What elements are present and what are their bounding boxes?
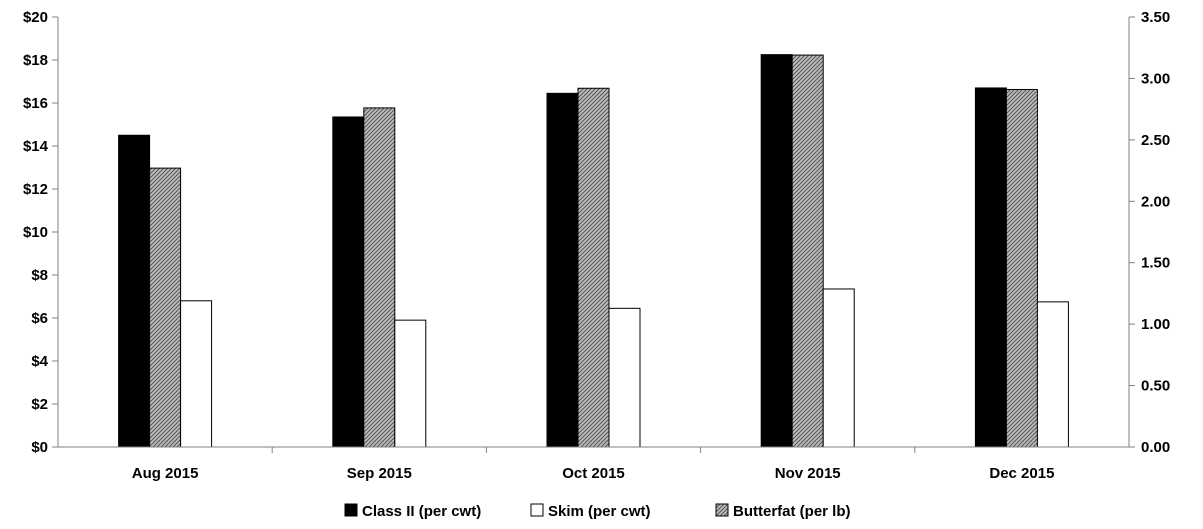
bar-skim-per-cwt-dec-2015 bbox=[1036, 301, 1069, 448]
legend: Class II (per cwt) Skim (per cwt) Butterfa… bbox=[344, 503, 851, 520]
x-tick-label: Dec 2015 bbox=[989, 465, 1054, 482]
legend-label-class-ii-per-cwt: Class II (per cwt) bbox=[362, 503, 481, 520]
right-tick-label: 3.00 bbox=[1141, 70, 1170, 87]
bar-butterfat-per-lb-sep-2015 bbox=[363, 107, 396, 448]
x-tick-label: Oct 2015 bbox=[562, 465, 625, 482]
legend-label-butterfat-per-lb: Butterfat (per lb) bbox=[733, 503, 851, 520]
right-tick-label: 1.00 bbox=[1141, 316, 1170, 333]
left-tick-label: $12 bbox=[23, 181, 48, 198]
bar-class-ii-per-cwt-dec-2015 bbox=[974, 87, 1007, 448]
bar-class-ii-per-cwt-sep-2015 bbox=[332, 116, 365, 448]
bar-butterfat-per-lb-aug-2015 bbox=[149, 167, 182, 448]
legend-swatch-class-ii-per-cwt bbox=[344, 503, 358, 517]
bar-class-ii-per-cwt-oct-2015 bbox=[546, 92, 579, 448]
x-tick-label: Aug 2015 bbox=[132, 465, 199, 482]
left-tick-label: $16 bbox=[23, 95, 48, 112]
right-tick-label: 0.50 bbox=[1141, 378, 1170, 395]
bar-skim-per-cwt-aug-2015 bbox=[180, 300, 213, 448]
right-tick-label: 1.50 bbox=[1141, 255, 1170, 272]
right-tick-label: 2.50 bbox=[1141, 132, 1170, 149]
bar-skim-per-cwt-sep-2015 bbox=[394, 319, 427, 448]
bar-butterfat-per-lb-dec-2015 bbox=[1005, 88, 1038, 448]
bar-butterfat-per-lb-nov-2015 bbox=[791, 54, 824, 448]
bar-skim-per-cwt-nov-2015 bbox=[822, 288, 855, 448]
bar-class-ii-per-cwt-aug-2015 bbox=[118, 134, 151, 448]
left-tick-label: $4 bbox=[31, 353, 48, 370]
right-tick-label: 0.00 bbox=[1141, 439, 1170, 456]
legend-label-skim-per-cwt: Skim (per cwt) bbox=[548, 503, 651, 520]
right-tick-label: 2.00 bbox=[1141, 193, 1170, 210]
legend-swatch-skim-per-cwt bbox=[530, 503, 544, 517]
left-tick-label: $18 bbox=[23, 52, 48, 69]
left-tick-label: $0 bbox=[31, 439, 48, 456]
x-tick-label: Sep 2015 bbox=[347, 465, 412, 482]
x-tick-label: Nov 2015 bbox=[775, 465, 841, 482]
legend-swatch-butterfat-per-lb bbox=[715, 503, 729, 517]
bar-skim-per-cwt-oct-2015 bbox=[608, 307, 641, 448]
bar-class-ii-per-cwt-nov-2015 bbox=[760, 54, 793, 448]
left-tick-label: $6 bbox=[31, 310, 48, 327]
left-tick-label: $14 bbox=[23, 138, 49, 155]
bar-butterfat-per-lb-oct-2015 bbox=[577, 87, 610, 448]
left-tick-label: $10 bbox=[23, 224, 48, 241]
left-tick-label: $2 bbox=[31, 396, 48, 413]
right-tick-label: 3.50 bbox=[1141, 9, 1170, 26]
left-tick-label: $8 bbox=[31, 267, 48, 284]
left-tick-label: $20 bbox=[23, 9, 48, 26]
